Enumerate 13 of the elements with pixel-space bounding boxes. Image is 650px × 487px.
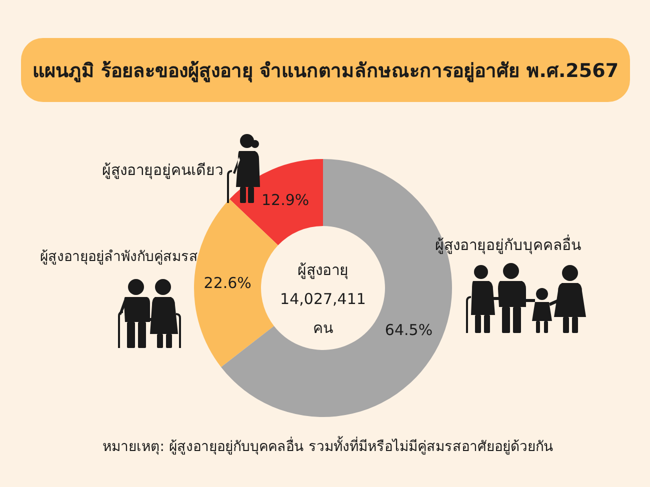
slice-label: ผู้สูงอายุอยู่ลำพังกับคู่สมรส: [40, 248, 198, 267]
text: หมายเหตุ: ผู้สูงอายุอยู่กับบุคคลอื่น รวมทั้งที่มีหรือไม่มีคู่สมรสอาศัยอยู่ด้วยกัน: [102, 436, 554, 457]
text: คน: [312, 318, 334, 339]
text: ผู้สูงอายุ: [296, 260, 350, 281]
rounded-banner: แผนภูมิ ร้อยละของผู้สูงอายุ จำแนกตามลักษณะการอยู่อาศัย พ.ศ.2567: [21, 38, 630, 102]
data-label: 12.9%: [262, 191, 310, 210]
data-label: 22.6%: [204, 274, 252, 292]
data-label: 64.5%: [384, 321, 433, 340]
text: 14,027,411: [279, 289, 367, 310]
slice-label: ผู้สูงอายุอยู่คนเดียว: [102, 160, 223, 182]
chart-title: แผนภูมิ ร้อยละของผู้สูงอายุ จำแนกตามลักษณะการอยู่อาศัย พ.ศ.2567: [32, 59, 619, 84]
slice-label: ผู้สูงอายุอยู่กับบุคคลอื่น: [435, 234, 581, 256]
donut-slice: [230, 159, 323, 246]
